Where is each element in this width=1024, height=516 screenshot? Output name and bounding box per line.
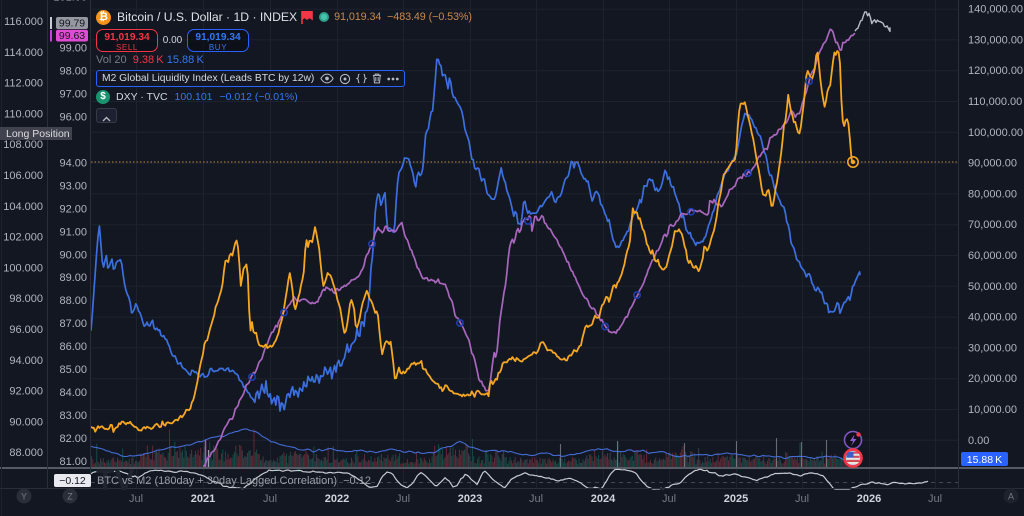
svg-text:104.000: 104.000 [3, 201, 43, 213]
svg-text:2023: 2023 [458, 493, 482, 505]
svg-text:86.00: 86.00 [59, 341, 87, 353]
svg-text:106.000: 106.000 [3, 170, 43, 182]
svg-text:112.000: 112.000 [4, 78, 43, 90]
svg-text:Long Position: Long Position [6, 128, 70, 140]
svg-text:90.00: 90.00 [59, 249, 87, 261]
svg-text:Jul: Jul [662, 493, 676, 505]
svg-text:20,000.00: 20,000.00 [968, 373, 1017, 385]
svg-text:82.00: 82.00 [59, 433, 87, 445]
svg-text:100,000.00: 100,000.00 [968, 127, 1023, 139]
svg-text:84.00: 84.00 [59, 387, 87, 399]
svg-text:130,000.00: 130,000.00 [968, 34, 1023, 46]
svg-text:50,000.00: 50,000.00 [968, 281, 1017, 293]
svg-text:98.00: 98.00 [59, 66, 87, 78]
svg-text:81.00: 81.00 [59, 456, 87, 468]
svg-text:108.000: 108.000 [3, 139, 43, 151]
svg-text:91.00: 91.00 [59, 226, 87, 238]
svg-text:120,000.00: 120,000.00 [968, 65, 1023, 77]
svg-text:0.00: 0.00 [968, 435, 989, 447]
svg-text:Jul: Jul [795, 493, 809, 505]
svg-text:89.00: 89.00 [59, 272, 87, 284]
svg-text:101.00: 101.00 [53, 0, 87, 4]
svg-text:88.00: 88.00 [59, 295, 87, 307]
svg-text:98.000: 98.000 [9, 293, 43, 305]
svg-text:100.000: 100.000 [3, 262, 43, 274]
svg-text:BTC vs M2 (180day + 30day Lagg: BTC vs M2 (180day + 30day Lagged Correla… [97, 475, 371, 487]
svg-text:−0.12: −0.12 [59, 475, 86, 487]
svg-text:2022: 2022 [325, 493, 349, 505]
svg-text:102.000: 102.000 [3, 232, 43, 244]
svg-text:110.000: 110.000 [4, 108, 43, 120]
svg-text:99.79: 99.79 [59, 18, 85, 30]
svg-text:99.00: 99.00 [59, 43, 87, 55]
svg-text:60,000.00: 60,000.00 [968, 250, 1017, 262]
svg-text:2025: 2025 [724, 493, 748, 505]
svg-text:2021: 2021 [191, 493, 215, 505]
svg-text:Y: Y [21, 492, 27, 502]
svg-text:92.000: 92.000 [9, 386, 43, 398]
svg-text:99.63: 99.63 [59, 30, 85, 42]
svg-text:10,000.00: 10,000.00 [968, 404, 1017, 416]
svg-text:88.000: 88.000 [9, 447, 43, 459]
svg-text:110,000.00: 110,000.00 [968, 96, 1022, 108]
svg-text:Jul: Jul [396, 493, 410, 505]
svg-text:TV: TV [96, 464, 134, 497]
svg-text:94.000: 94.000 [9, 355, 43, 367]
svg-text:80,000.00: 80,000.00 [968, 188, 1017, 200]
svg-text:85.00: 85.00 [59, 364, 87, 376]
svg-text:87.00: 87.00 [59, 318, 87, 330]
svg-text:96.000: 96.000 [9, 324, 43, 336]
svg-text:15.88 K: 15.88 K [967, 454, 1002, 466]
svg-text:114.000: 114.000 [4, 47, 43, 59]
svg-text:70,000.00: 70,000.00 [968, 219, 1017, 231]
svg-text:96.00: 96.00 [59, 112, 87, 124]
svg-text:Jul: Jul [529, 493, 543, 505]
svg-text:Jul: Jul [129, 493, 143, 505]
svg-text:2024: 2024 [591, 493, 616, 505]
svg-text:40,000.00: 40,000.00 [968, 312, 1017, 324]
svg-text:94.00: 94.00 [59, 157, 87, 169]
svg-text:116.000: 116.000 [4, 16, 43, 28]
svg-text:2026: 2026 [857, 493, 881, 505]
svg-text:93.00: 93.00 [59, 180, 87, 192]
svg-text:A: A [1008, 492, 1014, 502]
svg-text:92.00: 92.00 [59, 203, 87, 215]
svg-text:Jul: Jul [263, 493, 277, 505]
svg-text:Z: Z [67, 492, 73, 502]
svg-text:90.000: 90.000 [9, 416, 43, 428]
svg-text:Jul: Jul [928, 493, 942, 505]
svg-text:90,000.00: 90,000.00 [968, 158, 1017, 170]
svg-text:97.00: 97.00 [59, 89, 87, 101]
svg-text:140,000.00: 140,000.00 [968, 4, 1023, 16]
svg-text:83.00: 83.00 [59, 410, 87, 422]
svg-text:30,000.00: 30,000.00 [968, 342, 1017, 354]
